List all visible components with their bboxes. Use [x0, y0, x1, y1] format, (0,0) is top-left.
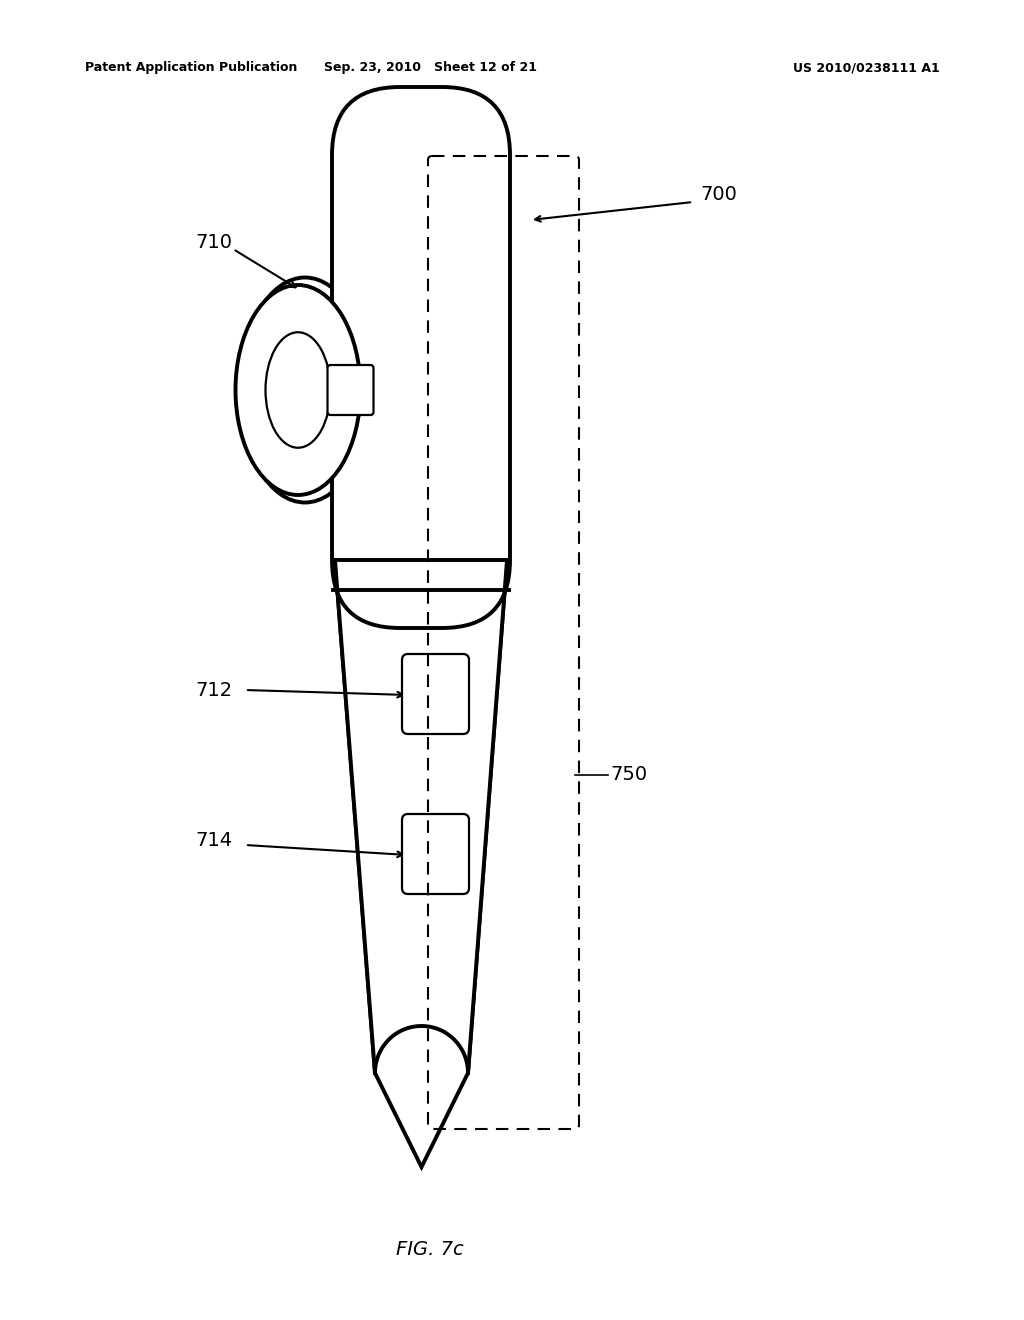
Text: Sep. 23, 2010   Sheet 12 of 21: Sep. 23, 2010 Sheet 12 of 21 — [324, 62, 537, 74]
Text: US 2010/0238111 A1: US 2010/0238111 A1 — [794, 62, 940, 74]
PathPatch shape — [335, 560, 507, 1167]
Polygon shape — [337, 319, 355, 475]
Text: 710: 710 — [195, 232, 232, 252]
FancyBboxPatch shape — [402, 814, 469, 894]
Ellipse shape — [236, 285, 360, 495]
FancyBboxPatch shape — [402, 653, 469, 734]
FancyBboxPatch shape — [328, 366, 374, 414]
FancyBboxPatch shape — [332, 87, 510, 628]
Polygon shape — [335, 560, 507, 1073]
Ellipse shape — [265, 333, 331, 447]
Text: 714: 714 — [195, 830, 232, 850]
Text: FIG. 7c: FIG. 7c — [396, 1239, 464, 1259]
Text: 712: 712 — [195, 681, 232, 700]
Text: Patent Application Publication: Patent Application Publication — [85, 62, 297, 74]
Text: 750: 750 — [610, 766, 647, 784]
Text: 700: 700 — [700, 186, 737, 205]
Ellipse shape — [240, 277, 370, 503]
